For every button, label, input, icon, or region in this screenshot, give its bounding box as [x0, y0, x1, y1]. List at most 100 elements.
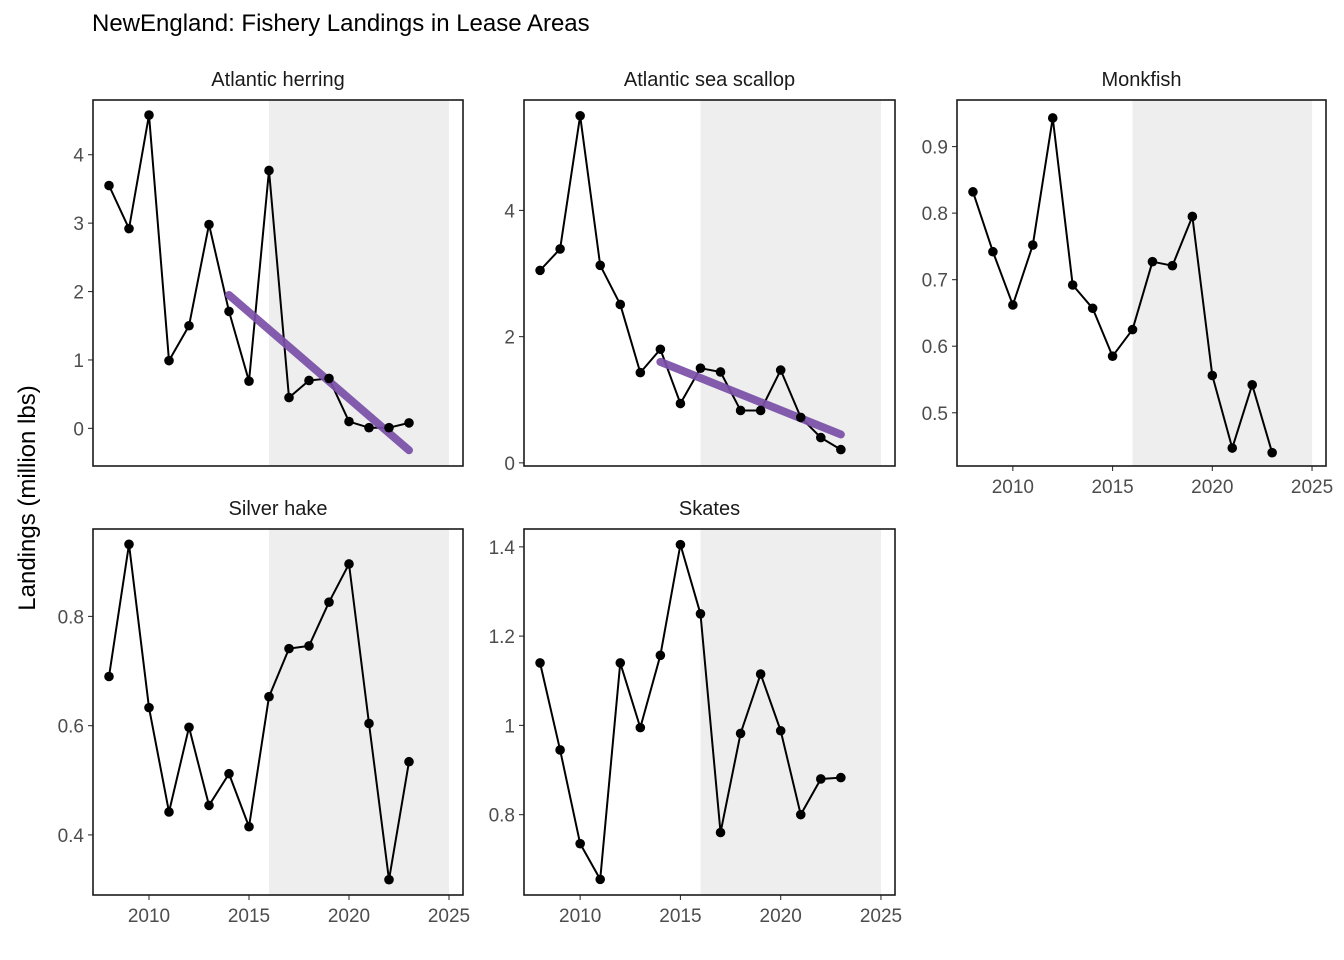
x-tick-label: 2015 [659, 906, 701, 927]
panel-title: Atlantic herring [211, 69, 344, 91]
y-tick-label: 0.6 [922, 337, 948, 358]
data-point [1008, 300, 1018, 310]
data-point [635, 367, 646, 378]
data-point [635, 722, 646, 733]
data-point [244, 821, 254, 832]
data-point [124, 223, 134, 234]
data-point [795, 412, 806, 423]
x-tick-label: 2020 [1191, 477, 1233, 498]
data-point [816, 774, 826, 784]
data-point [104, 671, 114, 682]
x-tick-label: 2010 [128, 906, 170, 927]
data-point [304, 641, 314, 651]
data-point [224, 306, 234, 317]
data-point [284, 392, 294, 403]
data-point [404, 418, 414, 428]
panel-border [92, 528, 464, 896]
panel-atlantic-sea-scallop: Atlantic sea scallop 0 2 4 [504, 69, 896, 475]
shaded-region [1132, 100, 1313, 466]
data-point [988, 246, 998, 257]
shaded-region [700, 529, 881, 895]
y-tick-label: 0 [504, 454, 515, 475]
data-point [575, 110, 585, 121]
y-tick-label: 0.8 [489, 806, 515, 827]
data-point [384, 874, 394, 885]
data-point [1087, 303, 1098, 314]
data-point [264, 691, 274, 702]
data-point [1107, 351, 1118, 362]
data-point [755, 669, 766, 679]
panel-silver-hake: Silver hake 0.4 0.6 0.8 2010 2015 2020 2025 [58, 498, 471, 927]
data-point [775, 725, 786, 736]
chart-title: NewEngland: Fishery Landings in Lease Ar… [92, 10, 590, 37]
x-tick-label: 2015 [228, 906, 270, 927]
data-point [1067, 280, 1078, 290]
data-point [324, 373, 334, 384]
y-tick-label: 3 [73, 214, 84, 235]
panel-title: Skates [679, 498, 740, 520]
x-tick-label: 2025 [1291, 477, 1333, 498]
data-point [755, 405, 766, 416]
panel-title: Atlantic sea scallop [624, 69, 795, 91]
data-point [344, 416, 354, 427]
data-point [224, 768, 234, 779]
data-point [595, 874, 606, 885]
y-tick-label: 0.7 [922, 271, 948, 292]
y-tick-label: 0 [73, 419, 84, 440]
panel-atlantic-herring: Atlantic herring 0 1 2 3 4 [73, 69, 464, 467]
y-tick-label: 4 [73, 146, 84, 167]
data-point [595, 260, 606, 271]
data-point [968, 187, 978, 197]
data-point [816, 432, 826, 443]
data-point [344, 559, 354, 569]
series-line [108, 114, 410, 429]
y-tick-label: 2 [73, 283, 84, 304]
data-point [715, 827, 726, 838]
data-point [575, 838, 585, 849]
x-tick-label: 2020 [328, 906, 370, 927]
data-point [184, 320, 194, 331]
trend-line [656, 357, 845, 439]
x-tick-label: 2010 [992, 477, 1034, 498]
y-tick-label: 4 [504, 201, 515, 222]
series-line [108, 543, 410, 881]
data-point [675, 539, 686, 550]
y-tick-label: 0.8 [922, 204, 948, 225]
y-tick-label: 0.4 [58, 826, 85, 847]
data-point [1167, 260, 1178, 271]
data-point [695, 609, 706, 619]
y-tick-label: 1 [73, 351, 84, 372]
data-point [1147, 256, 1158, 267]
data-point [1027, 240, 1038, 250]
data-point [615, 658, 626, 668]
panel-monkfish: Monkfish 0.5 0.6 0.7 0.8 0.9 2010 2015 2020 2025 [922, 69, 1334, 498]
data-point [555, 244, 565, 254]
series-line [539, 543, 841, 881]
data-point [364, 718, 374, 729]
panel-border [523, 99, 896, 467]
data-point [204, 800, 214, 811]
data-point [324, 597, 334, 607]
data-point [655, 344, 666, 355]
data-point [836, 772, 846, 783]
y-tick-label: 0.9 [922, 138, 948, 159]
data-point [1247, 380, 1257, 390]
data-point [364, 422, 374, 433]
y-tick-label: 1.4 [489, 538, 516, 559]
data-point [244, 376, 254, 386]
data-point [1267, 447, 1277, 458]
y-tick-label: 0.5 [922, 404, 948, 425]
data-point [735, 405, 746, 416]
data-point [1187, 211, 1198, 222]
series-line [539, 114, 842, 451]
x-tick-label: 2025 [428, 906, 470, 927]
data-point [795, 809, 806, 820]
data-point [675, 398, 686, 409]
panel-title: Silver hake [229, 498, 328, 520]
x-tick-label: 2025 [860, 906, 902, 927]
data-point [775, 365, 786, 375]
data-point [1227, 443, 1238, 453]
data-point [144, 702, 154, 713]
data-point [735, 728, 746, 739]
